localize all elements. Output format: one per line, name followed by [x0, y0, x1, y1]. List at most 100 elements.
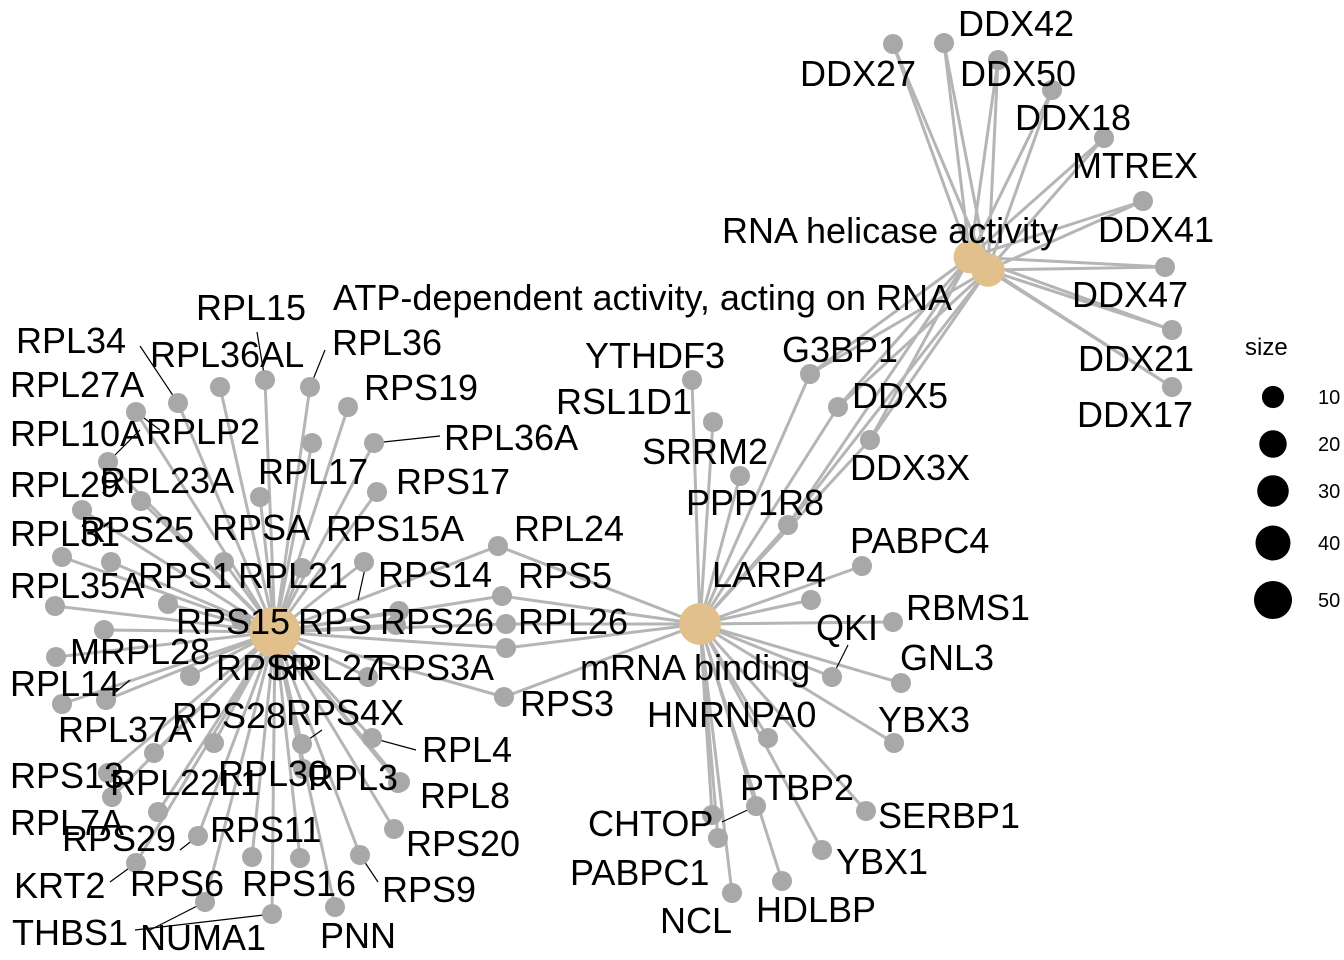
edge-rpl36al-ribosome: [218, 386, 277, 633]
legend-size-label-20: 20: [1318, 434, 1340, 456]
edge-rps3-ribosome: [274, 630, 505, 699]
gene-node-ddx18: [1042, 80, 1062, 100]
gene-label-rps20: RPS20: [406, 823, 520, 864]
edge-srrm2-mrna_binding: [698, 475, 742, 625]
gene-label-rpl21: RPL21: [238, 555, 348, 596]
edge-rps5-mrna_binding: [501, 594, 701, 626]
edge-rps20-ribosome: [273, 631, 396, 830]
gene-node-rps25: [101, 552, 121, 572]
edge-ddx17-atp_dependent: [987, 268, 1173, 389]
gene-node-ncl: [722, 883, 742, 903]
legend-size-dot-10: [1261, 385, 1285, 409]
edge-thbs1-ribosome: [270, 631, 277, 915]
gene-label-numa1: NUMA1: [140, 917, 266, 958]
edge-mrpl28-ribosome: [55, 630, 276, 659]
gene-label-chtop: CHTOP: [588, 803, 713, 844]
gene-label-srrm2: SRRM2: [642, 431, 768, 472]
edge-hdlbp-mrna_binding: [698, 623, 784, 882]
legend-size-label-50: 50: [1318, 590, 1340, 612]
gene-node-rps16: [290, 848, 310, 868]
edge-rps16-ribosome: [273, 631, 302, 859]
gene-node-mtrex: [1094, 128, 1114, 148]
gene-label-rps25: RPS25: [80, 509, 194, 550]
gene-label-rpl14: RPL14: [10, 663, 120, 704]
gene-node-ppp1r8: [778, 515, 798, 535]
legend-size-label-30: 30: [1318, 481, 1340, 503]
legend-size-label-10: 10: [1318, 387, 1340, 409]
gene-label-thbs1: THBS1: [12, 912, 128, 953]
category-label-atp-dependent-activity: ATP-dependent activity, acting on RNA: [333, 277, 952, 318]
edge-rsl1d1-mrna_binding: [698, 421, 715, 625]
gene-label-rps5: RPS5: [518, 555, 612, 596]
gene-label-rpl27: RPL27: [272, 647, 382, 688]
edge-ddx27-rna_helicase: [891, 43, 972, 258]
gene-label-ddx5: DDX5: [852, 375, 948, 416]
gene-node-rps15: [94, 620, 114, 640]
edge-rps13-ribosome: [107, 630, 276, 775]
gene-node-rpl17: [250, 487, 270, 507]
edge-rpl14-ribosome: [105, 630, 276, 702]
gene-label-pabpc1: PABPC1: [570, 852, 709, 893]
gene-node-ddx3x: [860, 430, 880, 450]
gene-label-rps26: RPS26: [380, 601, 494, 642]
gene-label-gnl3: GNL3: [900, 637, 994, 678]
gene-node-rps5: [492, 586, 512, 606]
gene-label-ncl: NCL: [660, 900, 732, 941]
gene-node-ddx47: [1155, 257, 1175, 277]
gene-node-rpl30: [293, 759, 313, 779]
gene-label-ddx17: DDX17: [1077, 394, 1193, 435]
gene-node-rpl4: [362, 728, 382, 748]
gene-node-rpl23a: [131, 491, 151, 511]
gene-label-rpl27a: RPL27A: [10, 364, 144, 405]
gene-node-rps26: [386, 615, 406, 635]
edge-ppp1r8-rna_helicase: [786, 256, 972, 526]
edge-rpl27a-ribosome: [134, 411, 277, 633]
gene-node-rbms1: [883, 612, 903, 632]
gene-label-qki: QKI: [816, 607, 878, 648]
gene-node-rps6: [188, 826, 208, 846]
gene-label-ppp1r8: PPP1R8: [686, 482, 824, 523]
gene-label-rps15: RPS15: [176, 601, 290, 642]
gene-node-rpl31: [52, 547, 72, 567]
gene-node-rps17: [367, 482, 387, 502]
gene-label-rpl24: RPL24: [514, 508, 624, 549]
gene-label-ddx42: DDX42: [958, 3, 1074, 44]
legend-size-dot-20: [1259, 430, 1287, 458]
edge-rps3-mrna_binding: [503, 622, 701, 699]
gene-label-hdlbp: HDLBP: [756, 889, 876, 930]
edge-ddx3x-atp_dependent: [868, 269, 990, 441]
gene-node-gnl3: [891, 673, 911, 693]
gene-node-rps13: [98, 763, 118, 783]
edge-ncl-mrna_binding: [698, 623, 734, 894]
gene-node-rps1: [158, 594, 178, 614]
gene-node-rpl15: [255, 370, 275, 390]
gene-node-rps14: [292, 558, 312, 578]
leader-line-rpl36a: [373, 435, 441, 444]
gene-label-rsl1d1: RSL1D1: [556, 381, 692, 422]
gene-node-ddx50: [988, 50, 1008, 70]
gene-label-ybx1: YBX1: [836, 841, 928, 882]
gene-node-rpl36: [300, 377, 320, 397]
gene-label-rpl8: RPL8: [420, 775, 510, 816]
gene-node-ptbp2: [746, 796, 766, 816]
gene-label-pabpc4: PABPC4: [850, 520, 989, 561]
gene-node-ddx17: [1162, 377, 1182, 397]
gene-label-rps4x: RPS4X: [286, 692, 404, 733]
gene-node-rpl27: [358, 667, 378, 687]
gene-node-ybx1: [812, 840, 832, 860]
gene-label-ptbp2: PTBP2: [740, 767, 854, 808]
edge-rpl22l1-ribosome: [152, 630, 277, 755]
gene-node-rpl7a: [102, 787, 122, 807]
edge-ddx41-rna_helicase: [969, 199, 1144, 259]
category-node-atp-dependent-activity: [971, 253, 1005, 287]
edge-numa1-ribosome: [203, 631, 277, 903]
gene-label-rpl26: RPL26: [518, 601, 628, 642]
gene-label-rpl29: RPL29: [10, 464, 120, 505]
edge-g3bp1-rna_helicase: [809, 255, 971, 376]
gene-label-rpl15: RPL15: [196, 287, 306, 328]
gene-node-rsl1d1: [703, 412, 723, 432]
gene-label-rps17: RPS17: [396, 461, 510, 502]
gene-label-hnrnpa0: HNRNPA0: [647, 694, 816, 735]
